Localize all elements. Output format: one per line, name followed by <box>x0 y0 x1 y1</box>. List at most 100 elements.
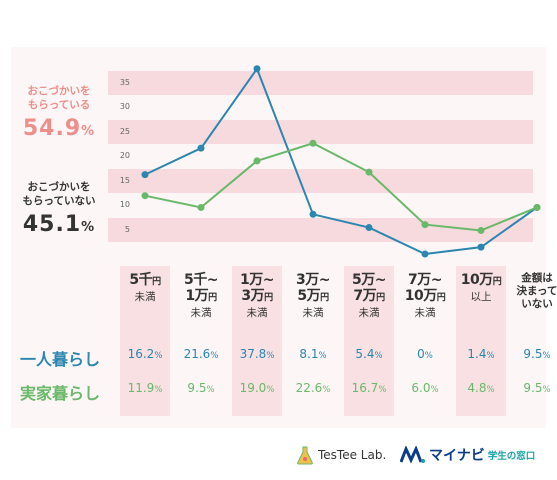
category-label: 5千円未満 <box>117 272 173 304</box>
value-number: 9.5 <box>523 347 543 361</box>
value-cell: 22.6% <box>285 381 341 395</box>
mynavi-logo-sub: 学生の窓口 <box>487 451 536 462</box>
category-line1: 5万~ <box>352 272 386 288</box>
value-cell: 9.5% <box>173 381 229 395</box>
series-line <box>144 66 538 256</box>
category-label: 5千~ 1万円 未満 <box>173 272 229 320</box>
not-receiving-value-number: 45.1 <box>22 212 82 237</box>
grid-band <box>108 119 533 144</box>
category-line2: 以上 <box>470 291 492 303</box>
value-unit: % <box>378 385 387 395</box>
data-point <box>365 224 373 232</box>
category-unit: 円 <box>492 277 502 287</box>
value-number: 1.4 <box>467 347 487 361</box>
series-line <box>144 142 538 232</box>
value-number: 21.6 <box>183 347 211 361</box>
value-unit: % <box>322 385 331 395</box>
value-unit: % <box>430 385 439 395</box>
y-tick-label: 10 <box>119 200 130 209</box>
testee-logo: TesTee Lab. <box>296 440 386 470</box>
value-unit: % <box>206 385 215 395</box>
category-line1: 5千 <box>129 272 153 288</box>
value-cell: 5.4% <box>341 347 397 361</box>
data-point <box>253 65 261 73</box>
value-number: 22.6 <box>295 381 323 395</box>
grid-band <box>108 168 533 193</box>
grid-band <box>108 70 533 95</box>
receiving-value: 54.9% <box>14 116 104 141</box>
data-point <box>477 226 485 234</box>
receiving-label: おこづかいを もらっている <box>14 84 104 112</box>
category-unit: 円 <box>376 293 385 303</box>
category-unit: 円 <box>152 277 161 287</box>
not-receiving-label-line2: もらっていない <box>22 195 96 207</box>
mynavi-logo: マイナビ 学生の窓口 <box>400 440 535 470</box>
category-line2: 7万 <box>353 288 377 304</box>
category-line1: 5千~ <box>184 272 218 288</box>
category-line3: 未満 <box>190 307 212 319</box>
category-line3: 未満 <box>246 307 268 319</box>
column-band <box>120 266 170 416</box>
value-number: 5.4 <box>355 347 375 361</box>
value-cell: 11.9% <box>117 381 173 395</box>
value-cell: 9.5% <box>509 381 557 395</box>
y-tick-label: 5 <box>124 224 130 234</box>
value-number: 19.0 <box>239 381 267 395</box>
category-unit: 円 <box>436 293 446 303</box>
column-band <box>456 266 506 416</box>
value-cell: 8.1% <box>285 347 341 361</box>
value-cell: 9.5% <box>509 347 557 361</box>
value-number: 9.5 <box>523 381 543 395</box>
y-tick-label: 15 <box>119 175 130 185</box>
value-cell: 0% <box>397 347 453 361</box>
not-receiving-value: 45.1% <box>14 212 104 237</box>
value-cell: 37.8% <box>229 347 285 361</box>
not-receiving-value-unit: % <box>81 220 96 235</box>
value-cell: 19.0% <box>229 381 285 395</box>
value-unit: % <box>318 351 327 361</box>
not-receiving-label: おこづかいを もらっていない <box>14 180 104 208</box>
y-tick-label: 30 <box>119 102 130 111</box>
category-unit: 円 <box>320 293 329 303</box>
receiving-value-unit: % <box>81 124 96 139</box>
value-number: 16.2 <box>127 347 155 361</box>
category-line2: 未満 <box>134 291 156 303</box>
mynavi-mark-icon <box>400 446 425 464</box>
value-unit: % <box>154 351 163 361</box>
receiving-value-number: 54.9 <box>22 116 82 141</box>
data-point <box>141 192 149 200</box>
value-number: 0 <box>417 347 425 361</box>
category-line1: 10万 <box>460 272 493 288</box>
value-number: 11.9 <box>127 381 155 395</box>
data-point <box>309 210 317 218</box>
value-cell: 21.6% <box>173 347 229 361</box>
value-cell: 1.4% <box>453 347 509 361</box>
category-line2: 10万 <box>404 288 437 304</box>
category-unit: 円 <box>264 293 273 303</box>
category-unit: 円 <box>208 293 217 303</box>
category-label: 5万~ 7万円 未満 <box>341 272 397 320</box>
value-cell: 4.8% <box>453 381 509 395</box>
value-cell: 16.7% <box>341 381 397 395</box>
not-receiving-label-line1: おこづかいを <box>27 181 91 193</box>
category-line1: 7万~ <box>408 272 442 288</box>
data-point <box>197 203 205 211</box>
flask-icon <box>297 446 313 465</box>
value-unit: % <box>374 351 383 361</box>
value-unit: % <box>266 385 275 395</box>
value-unit: % <box>424 351 433 361</box>
value-number: 9.5 <box>187 381 207 395</box>
category-line1: 1万~ <box>240 272 274 288</box>
category-line1: 金額は <box>521 272 553 284</box>
row-label-alone: 一人暮らし <box>20 350 101 369</box>
value-unit: % <box>154 385 163 395</box>
value-number: 37.8 <box>239 347 267 361</box>
data-point <box>365 168 373 176</box>
value-number: 8.1 <box>299 347 319 361</box>
category-line2: 3万 <box>241 288 265 304</box>
category-line3: 未満 <box>414 307 436 319</box>
value-unit: % <box>542 385 551 395</box>
receiving-label-line1: おこづかいを <box>27 85 91 97</box>
y-tick-label: 25 <box>119 126 130 136</box>
